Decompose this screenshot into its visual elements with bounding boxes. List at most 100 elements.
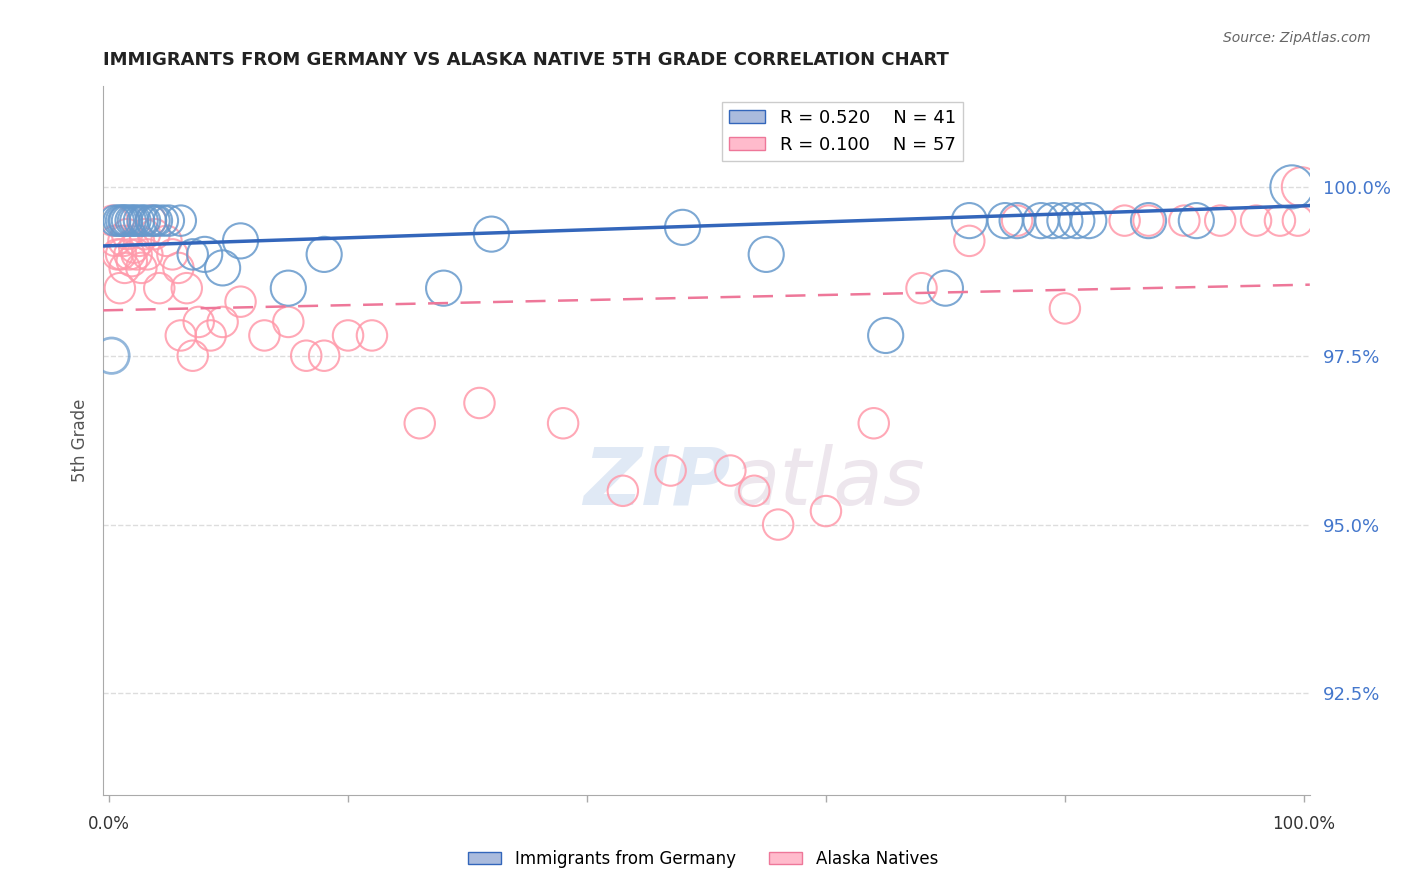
Point xyxy=(194,247,217,261)
Point xyxy=(170,213,193,227)
Point xyxy=(253,328,276,343)
Point xyxy=(101,213,124,227)
Point xyxy=(104,213,127,227)
Point xyxy=(170,328,193,343)
Point xyxy=(481,227,503,241)
Point xyxy=(1173,213,1195,227)
Point xyxy=(671,220,693,235)
Point xyxy=(148,281,170,295)
Point xyxy=(128,213,150,227)
Point xyxy=(104,234,127,248)
Point xyxy=(124,213,146,227)
Point xyxy=(755,247,778,261)
Point xyxy=(862,417,884,431)
Point xyxy=(114,213,136,227)
Point xyxy=(115,213,138,227)
Text: IMMIGRANTS FROM GERMANY VS ALASKA NATIVE 5TH GRADE CORRELATION CHART: IMMIGRANTS FROM GERMANY VS ALASKA NATIVE… xyxy=(103,51,949,69)
Point xyxy=(152,213,174,227)
Point xyxy=(1137,213,1160,227)
Point xyxy=(139,213,162,227)
Point xyxy=(934,281,956,295)
Legend: Immigrants from Germany, Alaska Natives: Immigrants from Germany, Alaska Natives xyxy=(461,844,945,875)
Point xyxy=(125,247,148,261)
Point xyxy=(211,315,233,329)
Point xyxy=(181,349,204,363)
Point xyxy=(314,349,336,363)
Point xyxy=(157,213,180,227)
Point xyxy=(114,260,136,275)
Point xyxy=(957,213,980,227)
Point xyxy=(229,294,252,309)
Point xyxy=(1281,179,1303,194)
Y-axis label: 5th Grade: 5th Grade xyxy=(72,399,89,482)
Point xyxy=(1291,179,1313,194)
Text: 100.0%: 100.0% xyxy=(1272,815,1336,833)
Point xyxy=(229,234,252,248)
Point xyxy=(128,234,150,248)
Point xyxy=(167,260,190,275)
Point xyxy=(1077,213,1099,227)
Point xyxy=(659,464,682,478)
Point xyxy=(131,260,153,275)
Point xyxy=(110,213,132,227)
Point xyxy=(136,247,159,261)
Point xyxy=(112,213,135,227)
Point xyxy=(1053,213,1076,227)
Text: atlas: atlas xyxy=(731,443,925,522)
Point xyxy=(107,213,129,227)
Point xyxy=(766,517,789,532)
Point xyxy=(143,227,166,241)
Point xyxy=(155,234,177,248)
Point xyxy=(1066,213,1088,227)
Point xyxy=(122,241,145,255)
Point xyxy=(115,227,138,241)
Point xyxy=(551,417,574,431)
Point xyxy=(108,281,131,295)
Point xyxy=(433,281,456,295)
Point xyxy=(100,349,122,363)
Point xyxy=(107,247,129,261)
Point xyxy=(200,328,222,343)
Point xyxy=(1244,213,1267,227)
Point xyxy=(910,281,932,295)
Point xyxy=(131,213,153,227)
Point xyxy=(1029,213,1052,227)
Point xyxy=(134,227,156,241)
Point xyxy=(742,483,765,498)
Point xyxy=(277,315,299,329)
Point xyxy=(118,247,141,261)
Point xyxy=(718,464,741,478)
Point xyxy=(1209,213,1232,227)
Point xyxy=(1185,213,1208,227)
Point xyxy=(314,247,336,261)
Point xyxy=(211,260,233,275)
Point xyxy=(122,213,145,227)
Point xyxy=(1053,301,1076,316)
Point xyxy=(277,281,299,295)
Point xyxy=(337,328,360,343)
Point xyxy=(361,328,384,343)
Text: 0.0%: 0.0% xyxy=(89,815,129,833)
Point xyxy=(409,417,432,431)
Point xyxy=(139,213,162,227)
Point xyxy=(143,213,166,227)
Point xyxy=(181,247,204,261)
Point xyxy=(612,483,634,498)
Point xyxy=(814,504,837,518)
Point xyxy=(146,213,169,227)
Point xyxy=(994,213,1017,227)
Point xyxy=(121,254,143,268)
Point xyxy=(468,396,491,410)
Legend: R = 0.520    N = 41, R = 0.100    N = 57: R = 0.520 N = 41, R = 0.100 N = 57 xyxy=(721,102,963,161)
Point xyxy=(110,247,132,261)
Point xyxy=(162,247,184,261)
Point xyxy=(1268,213,1291,227)
Text: Source: ZipAtlas.com: Source: ZipAtlas.com xyxy=(1223,31,1371,45)
Text: ZIP: ZIP xyxy=(583,443,731,522)
Point xyxy=(176,281,198,295)
Point xyxy=(112,234,135,248)
Point xyxy=(1114,213,1136,227)
Point xyxy=(120,213,142,227)
Point xyxy=(875,328,897,343)
Point xyxy=(134,213,156,227)
